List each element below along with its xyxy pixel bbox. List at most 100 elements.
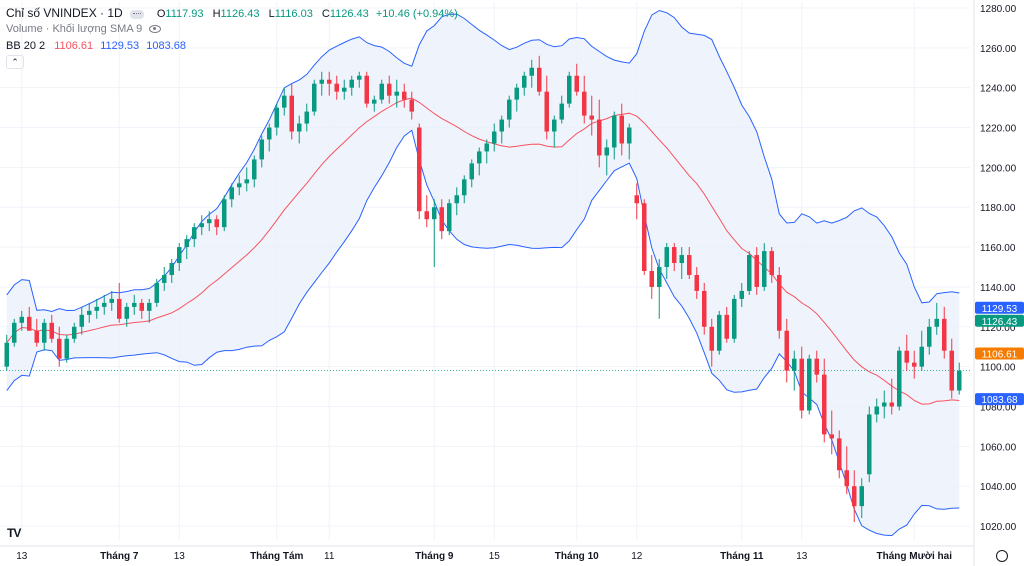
candle[interactable] — [912, 350, 917, 379]
candle[interactable] — [19, 310, 25, 331]
candle[interactable] — [252, 155, 257, 188]
candle[interactable] — [897, 346, 902, 411]
candle[interactable] — [334, 75, 340, 100]
candle[interactable] — [469, 159, 475, 188]
candle[interactable] — [402, 83, 407, 108]
candle[interactable] — [837, 430, 842, 479]
candle[interactable] — [199, 215, 205, 236]
candle[interactable] — [357, 71, 362, 88]
candle[interactable] — [102, 294, 107, 315]
candle[interactable] — [882, 390, 887, 419]
candle[interactable] — [552, 115, 557, 148]
candle[interactable] — [942, 306, 947, 359]
candle[interactable] — [919, 330, 925, 371]
candle[interactable] — [574, 63, 580, 96]
candle[interactable] — [612, 111, 617, 160]
legend-bb[interactable]: BB 20 2 1106.61 1129.53 1083.68 — [6, 40, 186, 52]
candle[interactable] — [79, 306, 85, 335]
candle[interactable] — [387, 75, 392, 104]
candle[interactable] — [222, 195, 227, 232]
candle[interactable] — [649, 255, 655, 299]
candle[interactable] — [109, 290, 115, 311]
candle[interactable] — [289, 83, 295, 140]
candle[interactable] — [42, 318, 47, 351]
candle[interactable] — [769, 247, 775, 283]
more-icon[interactable] — [129, 9, 144, 19]
candle[interactable] — [432, 199, 437, 268]
candle[interactable] — [657, 259, 662, 319]
candle[interactable] — [304, 103, 310, 132]
candle[interactable] — [634, 183, 640, 220]
candle[interactable] — [162, 267, 167, 291]
candle[interactable] — [64, 334, 70, 363]
candle[interactable] — [732, 294, 737, 343]
candle[interactable] — [147, 298, 152, 323]
candle[interactable] — [169, 259, 175, 283]
candle[interactable] — [829, 410, 835, 455]
candle[interactable] — [514, 83, 520, 112]
candle[interactable] — [57, 326, 62, 367]
candle[interactable] — [477, 147, 482, 176]
candle[interactable] — [544, 75, 550, 140]
candle[interactable] — [379, 79, 385, 104]
candle[interactable] — [229, 183, 235, 208]
candle[interactable] — [859, 478, 865, 519]
candle[interactable] — [724, 306, 730, 343]
candle[interactable] — [807, 354, 812, 415]
candle[interactable] — [672, 243, 677, 271]
candle[interactable] — [244, 167, 250, 192]
candle[interactable] — [904, 334, 910, 371]
candle[interactable] — [462, 175, 467, 204]
candle[interactable] — [274, 103, 280, 136]
candle[interactable] — [192, 223, 197, 248]
candle[interactable] — [349, 75, 355, 96]
candle[interactable] — [484, 139, 490, 164]
eye-icon[interactable] — [149, 25, 162, 34]
candle[interactable] — [852, 470, 857, 523]
candle[interactable] — [679, 247, 685, 279]
candle[interactable] — [87, 302, 92, 323]
price-axis[interactable]: 1020.00 1040.00 1060.00 1080.00 1100.00 1120.… — [980, 4, 1017, 533]
candle[interactable] — [327, 71, 332, 96]
candle[interactable] — [154, 278, 160, 307]
candle[interactable] — [259, 135, 265, 168]
candle[interactable] — [184, 235, 190, 260]
candle[interactable] — [499, 115, 505, 144]
time-axis[interactable]: 13 Tháng 7 13 Tháng Tám 11 Tháng 9 15 Tháng 10 1… — [16, 551, 952, 562]
candle[interactable] — [702, 282, 707, 335]
candle[interactable] — [889, 378, 895, 415]
chevron-up-icon[interactable]: ⌃ — [6, 55, 24, 69]
candle[interactable] — [439, 199, 445, 240]
candle[interactable] — [342, 79, 347, 100]
candle[interactable] — [177, 243, 182, 271]
candle[interactable] — [372, 95, 377, 112]
candle[interactable] — [117, 282, 122, 323]
candle[interactable] — [934, 302, 940, 335]
candle[interactable] — [447, 199, 452, 236]
candle[interactable] — [567, 71, 572, 108]
candle[interactable] — [237, 175, 242, 196]
candle[interactable] — [874, 398, 880, 423]
candle[interactable] — [867, 406, 872, 483]
candle[interactable] — [619, 103, 625, 156]
candle[interactable] — [94, 298, 100, 319]
candle[interactable] — [214, 215, 220, 236]
candle[interactable] — [777, 267, 782, 339]
candle[interactable] — [417, 123, 422, 220]
candle[interactable] — [537, 55, 542, 96]
symbol-title[interactable]: Chỉ số VNINDEX · 1D — [6, 6, 123, 20]
candle[interactable] — [507, 95, 512, 128]
candle[interactable] — [687, 247, 692, 279]
candle[interactable] — [754, 247, 760, 295]
candle[interactable] — [949, 338, 955, 399]
candle[interactable] — [957, 362, 962, 395]
candle[interactable] — [589, 95, 595, 136]
candle[interactable] — [454, 187, 460, 216]
candle[interactable] — [364, 71, 370, 108]
candle[interactable] — [319, 71, 325, 96]
candle[interactable] — [627, 123, 632, 160]
candle[interactable] — [529, 59, 535, 88]
candle[interactable] — [27, 306, 32, 331]
candle[interactable] — [139, 298, 145, 319]
candle[interactable] — [12, 318, 17, 347]
